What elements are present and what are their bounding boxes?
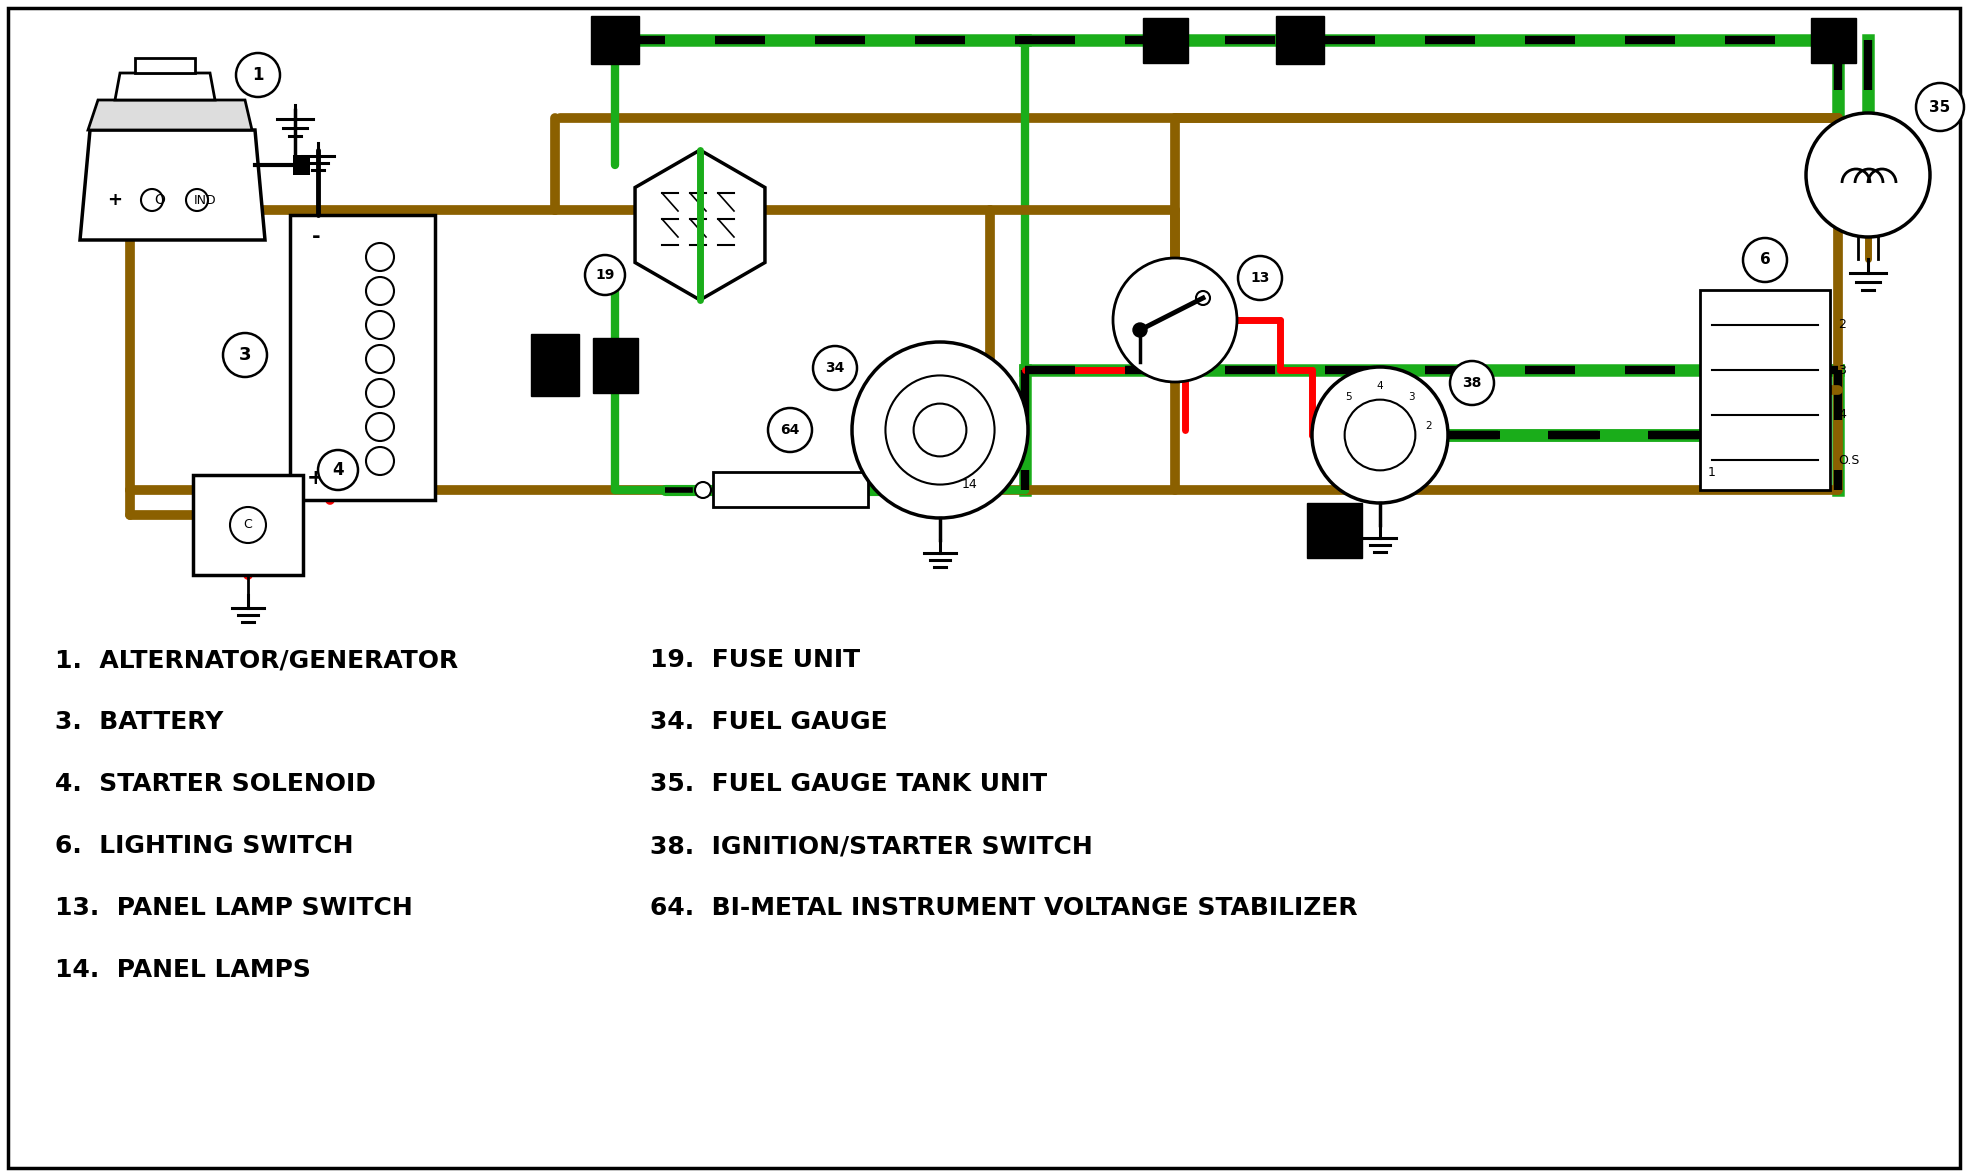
Text: 4: 4 xyxy=(1378,381,1384,392)
Text: 5: 5 xyxy=(1346,393,1352,402)
Circle shape xyxy=(1450,361,1494,405)
Polygon shape xyxy=(293,155,311,175)
Circle shape xyxy=(319,450,358,490)
Circle shape xyxy=(695,482,710,497)
Text: 14: 14 xyxy=(962,479,978,492)
Text: 35: 35 xyxy=(1929,100,1950,114)
Circle shape xyxy=(768,408,813,452)
Text: 4: 4 xyxy=(333,461,344,479)
Polygon shape xyxy=(636,151,766,300)
Bar xyxy=(592,18,638,62)
Text: 19: 19 xyxy=(594,268,614,282)
Text: 1: 1 xyxy=(252,66,264,83)
Text: O: O xyxy=(155,193,165,207)
Bar xyxy=(712,472,868,507)
Bar xyxy=(1275,16,1324,64)
Text: 1.  ALTERNATOR/GENERATOR: 1. ALTERNATOR/GENERATOR xyxy=(55,648,459,671)
Circle shape xyxy=(584,255,626,295)
Text: 2: 2 xyxy=(1425,421,1431,432)
Circle shape xyxy=(1917,83,1964,131)
Bar xyxy=(1811,18,1856,62)
Bar xyxy=(1307,503,1362,557)
Polygon shape xyxy=(89,100,252,131)
Text: 6.  LIGHTING SWITCH: 6. LIGHTING SWITCH xyxy=(55,834,354,858)
Text: 3: 3 xyxy=(238,346,252,365)
Bar xyxy=(1700,290,1830,490)
Text: 4.  STARTER SOLENOID: 4. STARTER SOLENOID xyxy=(55,771,376,796)
Circle shape xyxy=(236,53,279,96)
Circle shape xyxy=(1744,238,1787,282)
Bar xyxy=(289,215,435,500)
Text: 19.  FUSE UNIT: 19. FUSE UNIT xyxy=(649,648,860,671)
Circle shape xyxy=(222,333,268,377)
Text: 14.  PANEL LAMPS: 14. PANEL LAMPS xyxy=(55,958,311,982)
Text: C: C xyxy=(244,519,252,532)
Text: 13: 13 xyxy=(1250,270,1269,285)
Text: 3: 3 xyxy=(1838,363,1846,376)
Bar xyxy=(531,334,579,396)
Circle shape xyxy=(1134,323,1147,338)
Circle shape xyxy=(852,342,1027,517)
Bar xyxy=(590,16,640,64)
Bar xyxy=(1143,18,1187,62)
Bar xyxy=(193,475,303,575)
Polygon shape xyxy=(81,131,266,240)
Circle shape xyxy=(1313,367,1448,503)
Polygon shape xyxy=(136,58,195,73)
Text: 38.  IGNITION/STARTER SWITCH: 38. IGNITION/STARTER SWITCH xyxy=(649,834,1092,858)
Text: -: - xyxy=(311,227,321,247)
Text: 2: 2 xyxy=(1838,319,1846,332)
Polygon shape xyxy=(114,73,215,100)
Text: 3.  BATTERY: 3. BATTERY xyxy=(55,710,224,734)
Text: 64.  BI-METAL INSTRUMENT VOLTANGE STABILIZER: 64. BI-METAL INSTRUMENT VOLTANGE STABILI… xyxy=(649,896,1358,920)
Circle shape xyxy=(813,346,856,390)
Text: 34: 34 xyxy=(825,361,844,375)
Circle shape xyxy=(1807,113,1931,238)
Text: 64: 64 xyxy=(781,423,799,437)
Text: +: + xyxy=(307,468,325,488)
Text: 4: 4 xyxy=(1838,408,1846,421)
Text: O.S: O.S xyxy=(1838,454,1860,467)
Bar xyxy=(592,338,638,393)
Text: 3: 3 xyxy=(1409,393,1415,402)
Text: 6: 6 xyxy=(1759,253,1771,267)
Circle shape xyxy=(1114,258,1238,382)
Text: 35.  FUEL GAUGE TANK UNIT: 35. FUEL GAUGE TANK UNIT xyxy=(649,771,1047,796)
Text: 38: 38 xyxy=(1462,376,1482,390)
Text: +: + xyxy=(108,191,122,209)
Text: 1: 1 xyxy=(1708,466,1716,479)
Text: 13.  PANEL LAMP SWITCH: 13. PANEL LAMP SWITCH xyxy=(55,896,413,920)
Circle shape xyxy=(1238,256,1281,300)
Text: IND: IND xyxy=(193,194,216,207)
Text: 34.  FUEL GAUGE: 34. FUEL GAUGE xyxy=(649,710,888,734)
